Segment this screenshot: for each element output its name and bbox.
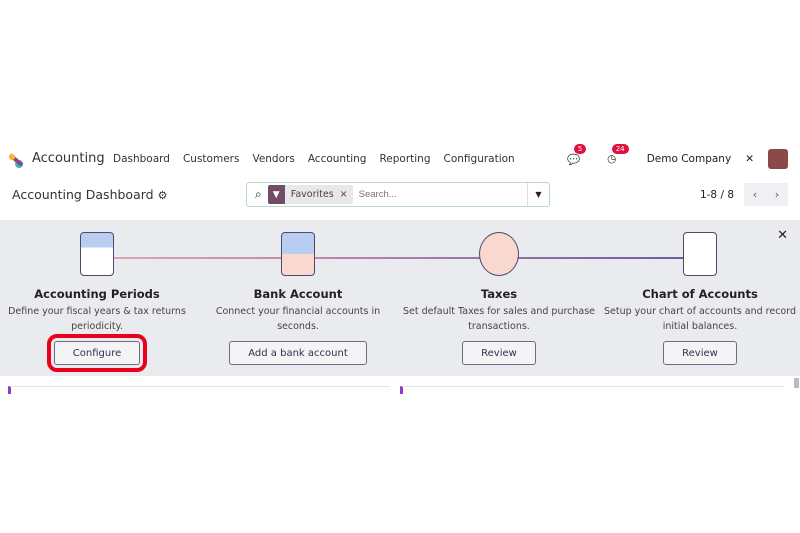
activities-badge: 24 [611,144,629,154]
pager: 1-8 / 8 ‹ › [700,183,788,206]
onboarding-panel: Accounting Periods Define your fiscal ye… [0,220,800,376]
step-title: Taxes [480,287,518,301]
menu-configuration[interactable]: Configuration [443,153,515,165]
menu-customers[interactable]: Customers [182,153,240,165]
remove-facet-icon[interactable]: × [339,189,348,200]
menu-vendors[interactable]: Vendors [252,153,295,165]
pager-previous-button[interactable]: ‹ [744,183,766,206]
step-description: Set default Taxes for sales and purchase… [402,306,596,332]
page-title: Accounting Dashboard ⚙ [12,187,167,202]
search-icon[interactable]: ⌕ [255,187,262,201]
menu-accounting[interactable]: Accounting [307,153,367,165]
search-input[interactable] [358,189,527,200]
step-title: Accounting Periods [34,287,160,301]
avatar[interactable] [768,149,788,169]
menu-dashboard[interactable]: Dashboard [113,153,170,165]
journal-card [400,386,784,394]
accounting-logo-icon[interactable] [8,152,24,168]
top-navbar: Accounting Dashboard Customers Vendors A… [0,144,800,175]
review-chart-button[interactable]: Review [663,341,737,365]
journal-card [8,386,390,394]
messages-button[interactable]: 💬 5 [565,144,587,168]
step-taxes: Taxes Set default Taxes for sales and pu… [399,232,599,365]
progress-line [100,257,700,259]
filter-icon: ▼ [267,185,285,204]
step-description: Setup your chart of accounts and record … [604,306,796,332]
pager-value[interactable]: 1-8 / 8 [699,188,734,201]
facet-label: Favorites [290,189,334,200]
step-title: Chart of Accounts [642,287,758,301]
pager-next-button[interactable]: › [766,183,788,206]
step-title: Bank Account [253,287,343,301]
search-bar: ⌕ ▼ Favorites × ▼ [246,182,550,207]
messages-badge: 5 [573,144,587,154]
close-icon[interactable]: ✕ [777,228,788,243]
chevron-left-icon: ‹ [752,188,758,201]
search-dropdown-toggle[interactable]: ▼ [527,183,549,206]
step-chart-of-accounts: Chart of Accounts Setup your chart of ac… [600,232,800,365]
app-name[interactable]: Accounting [32,151,105,166]
chat-icon: 💬 [567,153,581,166]
page-title-text: Accounting Dashboard [12,187,154,202]
search-facet: ▼ Favorites × [267,185,353,204]
chevron-right-icon: › [774,188,780,201]
clock-icon: ◷ [607,153,617,165]
puzzle-icon [281,232,315,276]
menu-reporting[interactable]: Reporting [379,153,431,165]
step-description: Define your fiscal years & tax returns p… [8,306,186,332]
step-bank-account: Bank Account Connect your financial acco… [198,232,398,365]
step-accounting-periods: Accounting Periods Define your fiscal ye… [0,232,197,372]
chart-icon [683,232,717,276]
add-bank-account-button[interactable]: Add a bank account [229,341,367,365]
calendar-icon [80,232,114,276]
gear-icon[interactable]: ⚙ [157,189,168,202]
step-description: Connect your financial accounts in secon… [215,306,381,332]
configure-button[interactable]: Configure [46,334,148,372]
scrollbar[interactable] [794,378,799,388]
review-taxes-button[interactable]: Review [462,341,536,365]
company-switcher[interactable]: Demo Company [646,153,732,165]
gear-icon [479,232,519,276]
activities-button[interactable]: ◷ 24 [603,144,629,168]
tools-icon[interactable]: ✕ [745,153,754,165]
